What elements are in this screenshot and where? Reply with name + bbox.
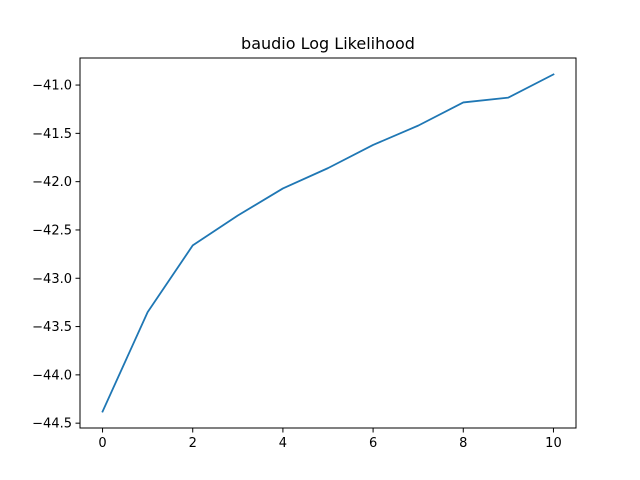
series-line-0 xyxy=(101,73,555,413)
y-tick-label: −41.0 xyxy=(32,79,72,94)
x-axis: 0 2 4 6 8 10 xyxy=(98,428,562,451)
plot-area xyxy=(101,73,555,413)
y-tick-label: −42.0 xyxy=(32,175,72,190)
y-axis: −44.5 −44.0 −43.5 −43.0 −42.5 −42.0 −41.5 −41.0 xyxy=(32,79,80,432)
y-tick-label: −44.0 xyxy=(32,368,72,383)
x-tick-label: 4 xyxy=(279,436,287,451)
x-tick-label: 10 xyxy=(545,436,562,451)
x-tick-label: 0 xyxy=(98,436,106,451)
y-tick-label: −44.5 xyxy=(32,417,72,432)
y-tick-label: −43.0 xyxy=(32,272,72,287)
chart-title: baudio Log Likelihood xyxy=(241,34,415,53)
y-tick-label: −43.5 xyxy=(32,320,72,335)
axes-frame xyxy=(79,57,577,429)
x-tick-label: 2 xyxy=(189,436,197,451)
x-tick-label: 8 xyxy=(459,436,467,451)
y-tick-label: −42.5 xyxy=(32,223,72,238)
y-tick-label: −41.5 xyxy=(32,127,72,142)
x-tick-label: 6 xyxy=(369,436,377,451)
